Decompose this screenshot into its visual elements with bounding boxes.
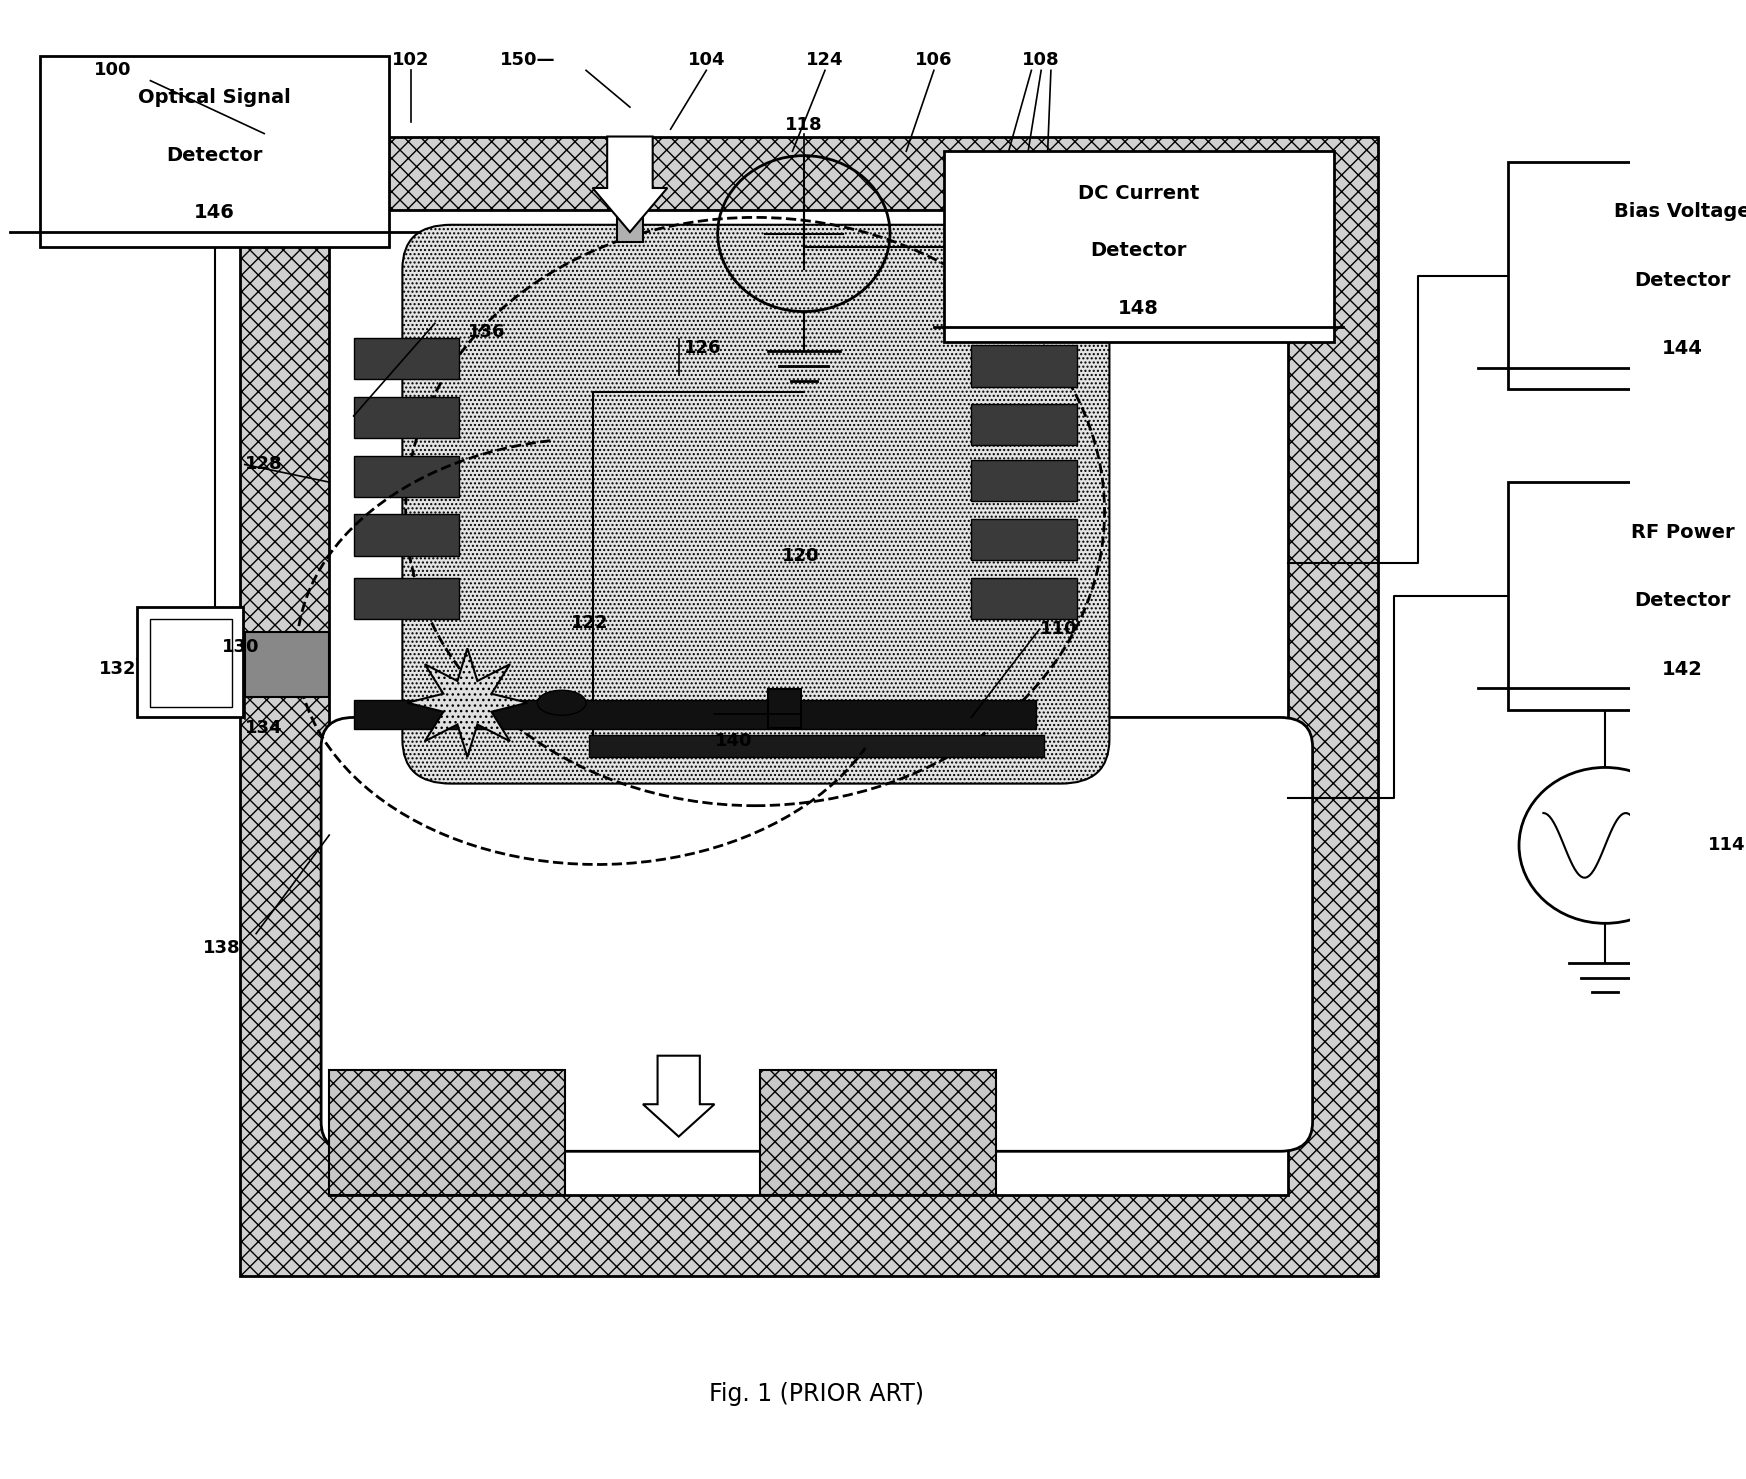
Text: 100: 100	[94, 61, 131, 80]
Text: 140: 140	[714, 732, 753, 750]
Bar	[971, 578, 1077, 618]
Text: DC Current: DC Current	[1077, 183, 1200, 203]
Bar	[971, 404, 1077, 445]
Text: RF Power: RF Power	[1631, 522, 1734, 541]
Text: 142: 142	[1662, 660, 1702, 679]
Text: 126: 126	[684, 340, 721, 358]
Bar	[1507, 161, 1746, 389]
Bar	[354, 700, 1037, 729]
Text: 102: 102	[391, 52, 430, 70]
Bar	[760, 1071, 995, 1195]
Text: 122: 122	[571, 614, 608, 633]
Text: Detector: Detector	[1634, 592, 1730, 611]
Bar	[330, 210, 1289, 1195]
Text: 128: 128	[244, 456, 283, 473]
Bar	[40, 56, 389, 247]
Text: Detector: Detector	[1091, 241, 1187, 260]
Text: 120: 120	[782, 547, 819, 565]
Bar	[971, 519, 1077, 561]
Text: 106: 106	[915, 52, 953, 70]
FancyBboxPatch shape	[402, 225, 1109, 784]
Text: 138: 138	[203, 939, 241, 957]
Bar	[971, 346, 1077, 386]
Text: 124: 124	[807, 52, 843, 70]
Polygon shape	[643, 1056, 714, 1136]
Bar	[768, 689, 801, 728]
Bar	[354, 339, 459, 379]
Text: Detector: Detector	[1634, 271, 1730, 290]
Bar	[616, 169, 643, 243]
Text: 130: 130	[222, 637, 260, 655]
Bar	[330, 1071, 566, 1195]
Text: 110: 110	[1039, 620, 1077, 639]
Text: 114: 114	[1708, 837, 1744, 855]
Bar	[150, 618, 232, 707]
Bar	[1507, 482, 1746, 710]
Text: Optical Signal: Optical Signal	[138, 89, 292, 106]
Text: 146: 146	[194, 203, 236, 222]
Polygon shape	[407, 648, 527, 757]
Text: Fig. 1 (PRIOR ART): Fig. 1 (PRIOR ART)	[709, 1381, 924, 1407]
Bar	[354, 396, 459, 438]
Bar	[354, 456, 459, 497]
Text: 144: 144	[1662, 339, 1702, 358]
Text: 132: 132	[98, 660, 136, 677]
Text: 118: 118	[786, 115, 822, 133]
Bar	[239, 136, 1378, 1276]
Text: 136: 136	[468, 324, 506, 342]
Text: 108: 108	[1023, 52, 1060, 70]
Text: 104: 104	[688, 52, 725, 70]
Bar	[943, 151, 1334, 343]
Bar	[138, 608, 243, 717]
Text: 148: 148	[1117, 299, 1159, 318]
Bar	[244, 632, 330, 697]
Bar	[354, 578, 459, 618]
Bar	[971, 460, 1077, 501]
Bar	[590, 735, 1044, 757]
Text: Bias Voltage: Bias Voltage	[1613, 203, 1746, 222]
Text: 134: 134	[244, 719, 283, 737]
Polygon shape	[592, 136, 667, 232]
Ellipse shape	[538, 691, 587, 716]
FancyBboxPatch shape	[321, 717, 1313, 1151]
Bar	[354, 515, 459, 556]
Text: 150—: 150—	[499, 52, 555, 70]
Text: Detector: Detector	[166, 145, 264, 164]
